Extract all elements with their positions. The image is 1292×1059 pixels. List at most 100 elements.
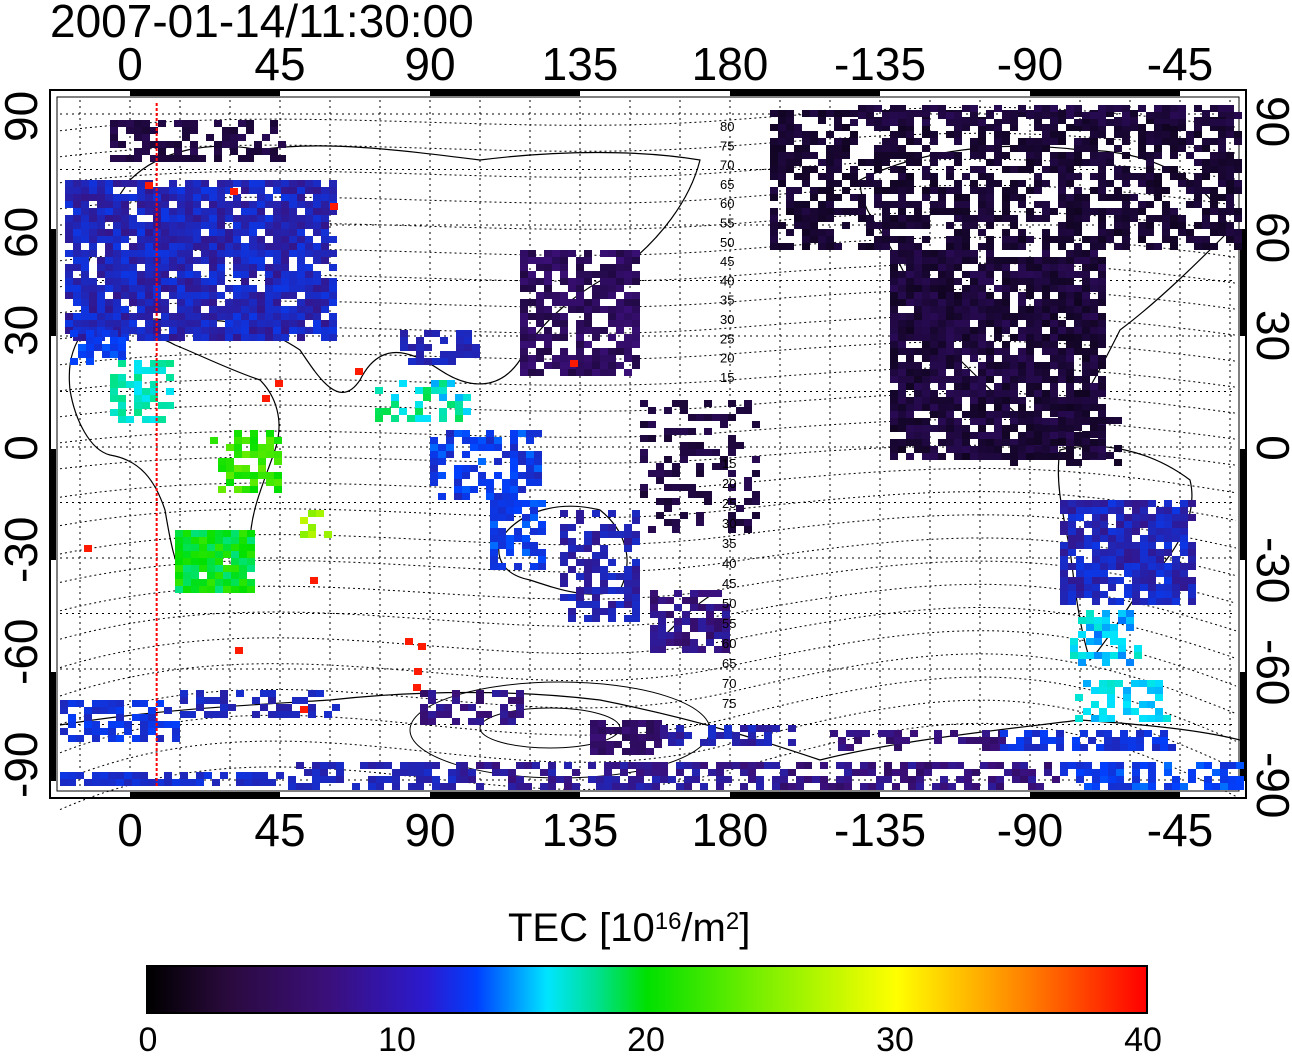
tec-cell <box>1116 528 1124 535</box>
tec-cell <box>986 236 994 243</box>
tec-cell <box>898 180 906 187</box>
tec-cell <box>436 711 444 718</box>
tec-cell <box>1122 138 1130 145</box>
tec-cell <box>584 538 592 545</box>
tec-cell <box>1010 243 1018 250</box>
tec-cell <box>190 141 198 148</box>
tec-cell <box>978 376 986 383</box>
tec-cell <box>930 362 938 369</box>
tec-cell <box>858 208 866 215</box>
tec-cell <box>1162 124 1170 131</box>
tec-cell <box>226 465 234 472</box>
tec-cell <box>313 285 321 292</box>
tec-cell <box>834 243 842 250</box>
tec-cell <box>1066 327 1074 334</box>
tec-cell <box>266 430 274 437</box>
tec-cell <box>1148 584 1156 591</box>
tec-cell <box>1074 390 1082 397</box>
tec-cell <box>688 442 696 449</box>
tec-cell <box>1042 320 1050 327</box>
tec-cell <box>914 271 922 278</box>
tec-cell <box>182 134 190 141</box>
tec-cell <box>1180 577 1188 584</box>
tec-cell <box>922 285 930 292</box>
tec-cell <box>1026 285 1034 292</box>
tec-cell <box>1018 432 1026 439</box>
tec-cell <box>273 243 281 250</box>
tec-cell <box>113 257 121 264</box>
tec-cell <box>536 278 544 285</box>
tec-cell <box>836 762 844 769</box>
tec-cell <box>1058 110 1066 117</box>
tec-cell <box>121 180 129 187</box>
tec-cell <box>177 320 185 327</box>
tec-cell <box>1050 320 1058 327</box>
tec-cell <box>124 772 132 779</box>
tec-cell <box>439 380 447 387</box>
tec-cell <box>986 306 994 313</box>
tec-cell <box>1140 570 1148 577</box>
tec-cell <box>588 776 596 783</box>
tec-cell <box>874 243 882 250</box>
tec-cell <box>552 250 560 257</box>
tec-cell <box>199 551 207 558</box>
tec-cell <box>1034 362 1042 369</box>
tec-cell <box>630 748 638 755</box>
tec-cell <box>1218 119 1226 126</box>
tec-cell <box>215 572 223 579</box>
tec-cell <box>1138 236 1146 243</box>
tec-cell <box>938 292 946 299</box>
tec-cell <box>508 711 516 718</box>
tec-cell <box>432 783 440 790</box>
tec-cell <box>994 152 1002 159</box>
tec-cell <box>258 444 266 451</box>
tec-cell <box>544 278 552 285</box>
tec-cell <box>145 194 153 201</box>
tec-cell <box>1090 404 1098 411</box>
tec-cell <box>268 690 276 697</box>
tec-cell <box>1090 138 1098 145</box>
tec-cell <box>1082 376 1090 383</box>
tec-cell <box>166 374 174 381</box>
tec-cell <box>690 646 698 653</box>
tec-cell <box>238 120 246 127</box>
tec-cell <box>1050 453 1058 460</box>
tec-cell <box>1202 159 1210 166</box>
tec-cell <box>108 772 116 779</box>
tec-cell <box>938 425 946 432</box>
tec-cell <box>260 704 268 711</box>
tec-cell <box>608 313 616 320</box>
tec-cell <box>1090 243 1098 250</box>
tec-cell <box>113 271 121 278</box>
contour-label-north: 45 <box>720 254 734 269</box>
tec-cell <box>105 285 113 292</box>
tec-cell <box>1060 563 1068 570</box>
tec-cell <box>1074 320 1082 327</box>
tec-cell <box>447 380 455 387</box>
tec-cell <box>1010 355 1018 362</box>
tec-cell <box>1060 528 1068 535</box>
tec-cell <box>1076 507 1084 514</box>
tec-cell <box>1082 334 1090 341</box>
tec-cell <box>1194 243 1202 250</box>
tec-cell <box>810 187 818 194</box>
tec-cell <box>177 222 185 229</box>
tec-cell <box>882 187 890 194</box>
tec-cell <box>185 299 193 306</box>
tec-cell <box>1058 131 1066 138</box>
tec-cell <box>978 194 986 201</box>
tec-cell <box>1090 313 1098 320</box>
tec-cell <box>646 734 654 741</box>
tec-cell <box>906 131 914 138</box>
tec-cell <box>1078 659 1086 666</box>
tec-cell <box>250 479 258 486</box>
tec-cell <box>1106 452 1114 459</box>
tec-cell <box>376 762 384 769</box>
tec-cell <box>1066 355 1074 362</box>
tec-cell <box>1082 306 1090 313</box>
tec-cell-high <box>145 182 153 189</box>
tec-cell <box>982 737 990 744</box>
tec-cell <box>930 355 938 362</box>
tec-cell <box>994 105 1002 112</box>
tec-cell <box>1164 570 1172 577</box>
